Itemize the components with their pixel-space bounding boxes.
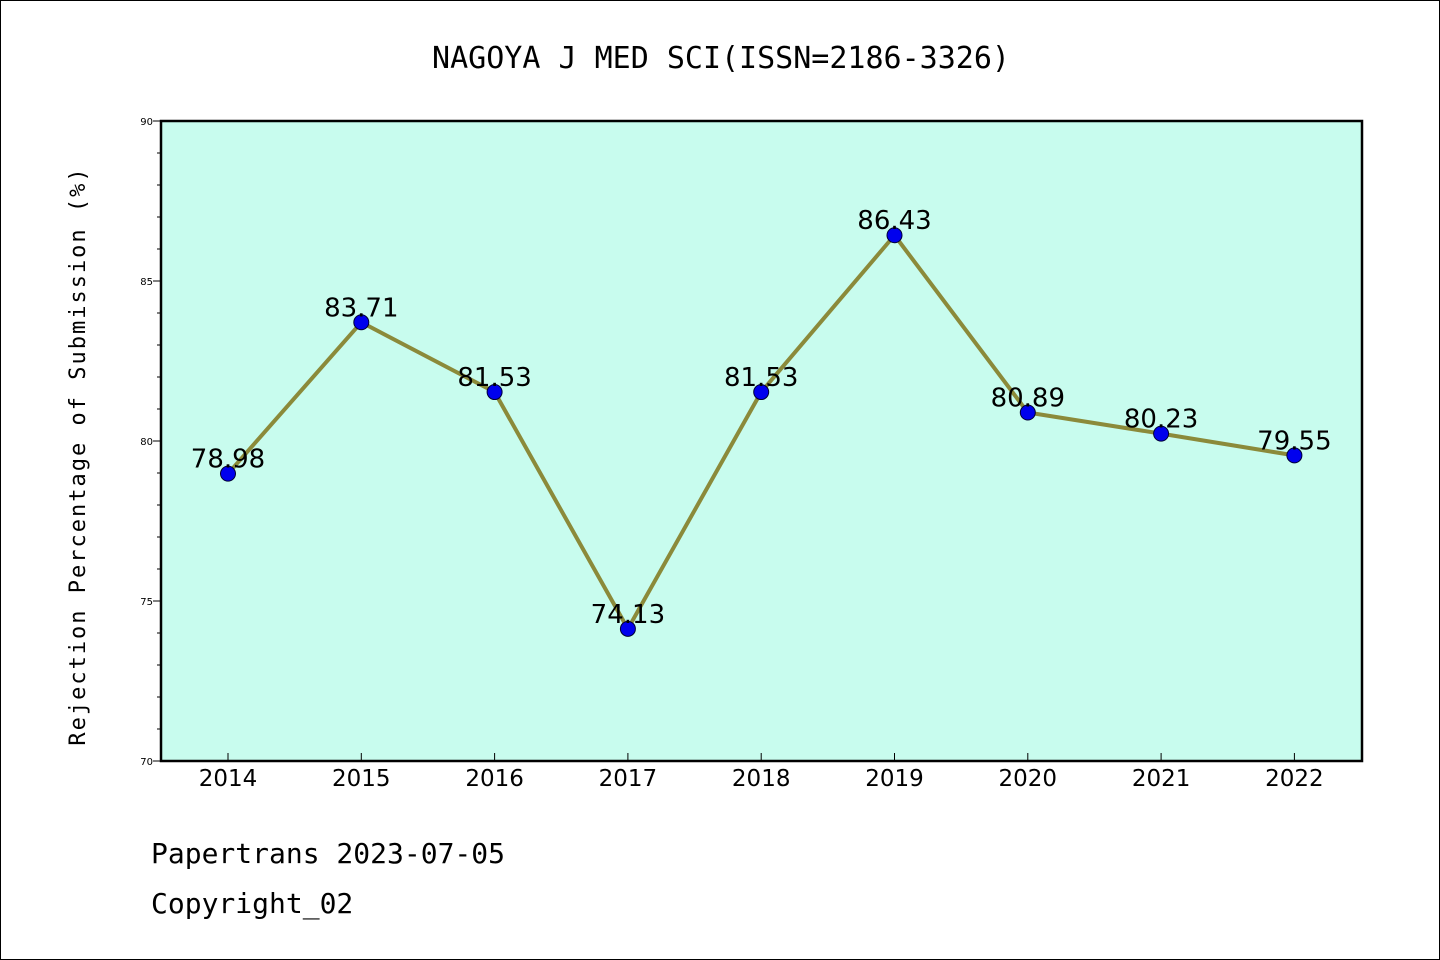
data-label: 79.55 (1257, 426, 1331, 456)
series-markers (220, 227, 1303, 637)
x-tick-label: 2014 (199, 766, 258, 792)
data-label: 74.13 (591, 600, 665, 630)
data-point (220, 465, 236, 482)
y-tick-label: 70 (140, 757, 153, 768)
data-point (353, 314, 370, 331)
plot-area (159, 119, 1364, 763)
y-tick-label: 90 (140, 117, 153, 128)
y-tick-label: 85 (140, 277, 153, 288)
chart-title: NAGOYA J MED SCI(ISSN=2186-3326) (432, 41, 1010, 76)
x-tick-label: 2018 (732, 766, 791, 792)
y-tick-label: 75 (140, 597, 153, 608)
data-point (753, 384, 770, 401)
y-tick-label: 80 (140, 437, 153, 448)
data-point (486, 384, 503, 401)
data-label: 81.53 (457, 363, 531, 393)
x-tick-label: 2019 (865, 766, 924, 792)
data-label: 86.43 (857, 206, 931, 236)
x-tick-label: 2022 (1265, 766, 1324, 792)
data-point (886, 227, 903, 244)
x-axis: 2014 2015 2016 2017 2018 2019 2020 2021 2022 (199, 753, 1324, 792)
data-label: 80.89 (991, 384, 1065, 414)
data-label: 81.53 (724, 363, 798, 393)
footer-source-date: Papertrans 2023-07-05 (151, 837, 506, 870)
y-axis: 70 75 80 85 90 (140, 117, 161, 768)
x-tick-label: 2016 (465, 766, 524, 792)
data-labels: 78.98 83.71 81.53 74.13 81.53 86.43 80.89 80.23… (191, 206, 1332, 630)
y-axis-label: Rejection Percentage of Submission (%) (66, 166, 91, 745)
data-point (1153, 425, 1170, 442)
x-tick-label: 2017 (599, 766, 658, 792)
footer-copyright: Copyright_02 (151, 887, 354, 920)
x-tick-label: 2020 (999, 766, 1058, 792)
data-label: 78.98 (191, 445, 265, 475)
data-point (1286, 447, 1303, 464)
x-tick-label: 2021 (1132, 766, 1191, 792)
data-label: 80.23 (1124, 405, 1198, 435)
data-point (1019, 404, 1036, 421)
data-point (619, 620, 636, 637)
x-tick-label: 2015 (332, 766, 391, 792)
data-label: 83.71 (324, 293, 398, 323)
